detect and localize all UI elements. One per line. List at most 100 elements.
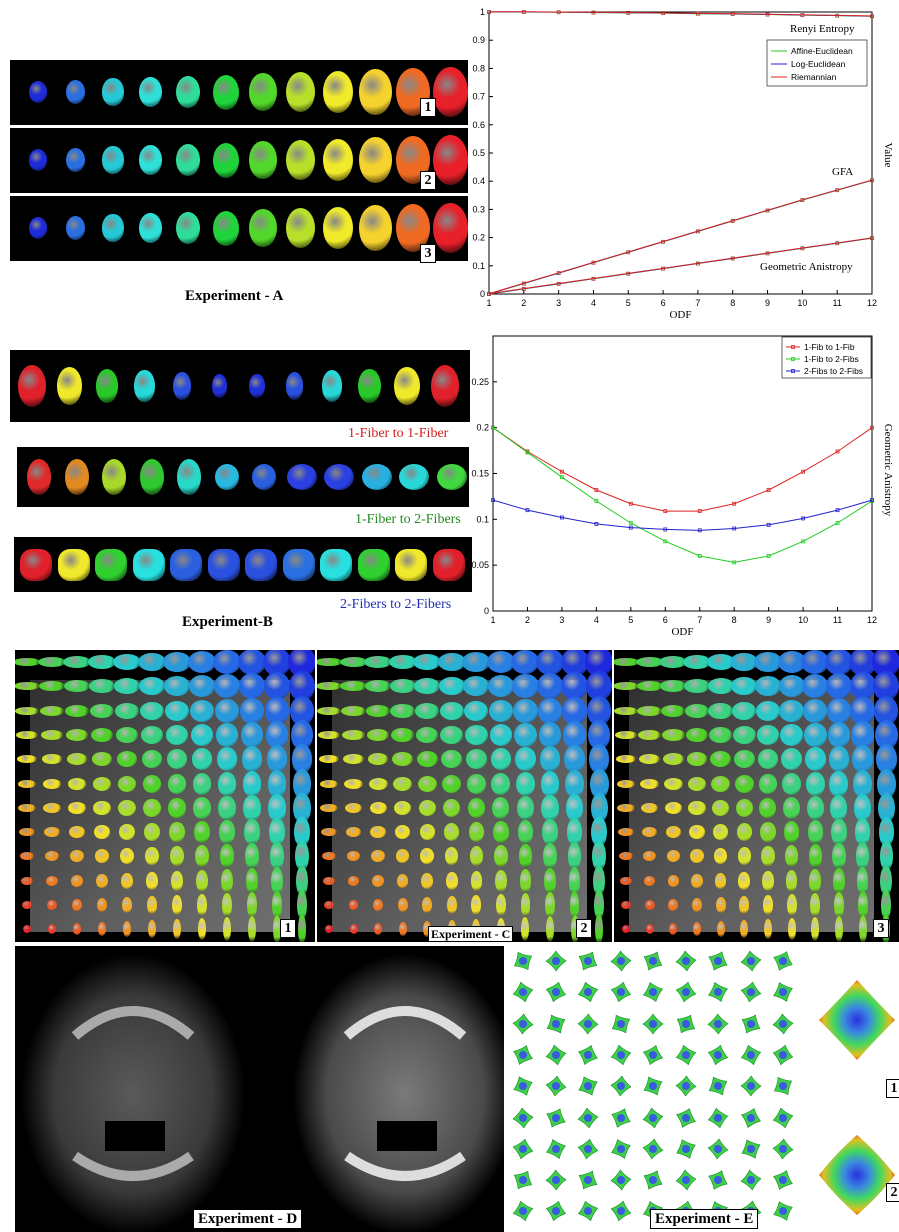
grid-odf-glyph — [390, 703, 415, 718]
grid-odf-glyph — [713, 848, 728, 865]
grid-odf-glyph — [263, 650, 291, 676]
experiment-b-label-1: 1-Fiber to 1-Fiber — [348, 426, 449, 441]
glyph-core — [616, 1019, 625, 1028]
glyph-core — [551, 1082, 560, 1091]
grid-odf-glyph — [91, 752, 113, 767]
glyph-core — [519, 1207, 527, 1216]
small-odf-glyph — [577, 950, 599, 972]
small-odf-glyph — [642, 981, 664, 1003]
glyph-core — [584, 988, 592, 997]
odf-glyph — [102, 459, 126, 495]
grid-odf-glyph — [395, 825, 411, 840]
grid-odf-glyph — [731, 677, 758, 696]
series-point — [591, 276, 596, 281]
series-point — [556, 281, 561, 286]
series-point — [801, 516, 805, 521]
glyph-core — [714, 1050, 722, 1059]
odf-glyph — [252, 464, 276, 490]
grid-odf-glyph — [712, 799, 730, 816]
grid-odf-glyph — [343, 754, 364, 765]
experiment-d-image — [15, 946, 504, 1232]
grid-odf-glyph — [368, 777, 388, 790]
x-tick-label: 6 — [661, 298, 666, 308]
grid-odf-glyph — [462, 652, 491, 672]
small-odf-glyph — [740, 1044, 762, 1066]
glyph-core — [616, 1144, 625, 1153]
series-line — [492, 427, 873, 563]
x-tick-label: 8 — [730, 298, 735, 308]
grid-odf-glyph — [43, 802, 61, 813]
series-point — [560, 475, 564, 480]
grid-odf-glyph — [594, 890, 604, 920]
grid-odf-glyph — [492, 796, 510, 819]
grid-odf-glyph — [364, 656, 393, 668]
grid-odf-glyph — [374, 923, 383, 936]
odf-glyph — [170, 548, 202, 581]
grid-odf-glyph — [803, 698, 828, 723]
grid-odf-glyph — [519, 868, 532, 893]
odf-glyph — [102, 78, 124, 106]
small-odf-glyph — [545, 1013, 567, 1035]
grid-odf-glyph — [495, 894, 506, 916]
glyph-core — [746, 957, 755, 965]
y-tick-label: 0.1 — [476, 514, 489, 524]
grid-odf-glyph — [804, 722, 827, 747]
grid-odf-glyph — [393, 776, 413, 791]
grid-odf-glyph — [295, 841, 309, 872]
grid-odf-glyph — [668, 899, 679, 911]
small-odf-glyph — [544, 1169, 567, 1191]
small-odf-glyph — [512, 1075, 534, 1097]
glyph-core — [551, 1019, 560, 1028]
grid-odf-glyph — [690, 849, 704, 864]
small-odf-glyph — [610, 981, 632, 1003]
odf-glyph — [432, 134, 468, 186]
x-tick-label: 11 — [833, 615, 842, 625]
grid-odf-glyph — [785, 869, 798, 892]
grid-odf-glyph — [188, 651, 216, 673]
small-odf-glyph — [642, 1107, 664, 1129]
grid-odf-glyph — [706, 654, 735, 670]
grid-odf-glyph — [63, 656, 91, 668]
grid-odf-glyph — [802, 674, 829, 699]
grid-odf-glyph — [267, 769, 287, 798]
grid-odf-glyph — [190, 723, 214, 746]
small-odf-glyph — [512, 1013, 534, 1035]
x-axis-label: ODF — [669, 309, 691, 320]
grid-odf-glyph — [854, 793, 872, 822]
series-point — [766, 554, 771, 558]
glyph-core — [649, 1176, 657, 1185]
grid-odf-glyph — [855, 842, 870, 871]
grid-odf-glyph — [710, 751, 731, 768]
grid-odf-glyph — [370, 826, 386, 839]
glyph-core — [681, 1113, 690, 1122]
small-odf-glyph — [642, 950, 664, 972]
grid-odf-glyph — [827, 721, 851, 748]
grid-odf-glyph — [223, 917, 231, 942]
small-odf-glyph — [707, 1044, 729, 1066]
grid-odf-glyph — [141, 750, 163, 769]
small-odf-glyph — [740, 950, 762, 972]
grid-odf-glyph — [463, 676, 490, 697]
grid-odf-glyph — [238, 650, 266, 675]
grid-odf-glyph — [879, 841, 893, 872]
grid-odf-glyph — [73, 923, 81, 936]
grid-odf-glyph — [645, 924, 654, 935]
chart-a: 1 2 3 4 5 6 7 8 9 10 11 12 0 0.1 0.2 0.3 0.4 0.5 0.6 0.7 0.8… — [460, 0, 899, 320]
x-tick-label: 10 — [797, 298, 807, 308]
grid-odf-glyph — [880, 865, 893, 896]
series-point — [491, 498, 495, 502]
grid-odf-glyph — [881, 890, 892, 920]
experiment-a-caption: Experiment - A — [185, 288, 284, 304]
series-point — [801, 539, 805, 544]
grid-odf-glyph — [617, 803, 635, 812]
small-odf-glyph — [512, 1169, 534, 1191]
odf-glyph — [322, 70, 354, 114]
grid-odf-glyph — [464, 700, 489, 721]
odf-glyph — [29, 217, 47, 239]
grid-odf-glyph — [67, 777, 87, 790]
glyph-core — [779, 988, 787, 997]
grid-odf-glyph — [221, 868, 233, 893]
grid-odf-glyph — [468, 822, 484, 843]
grid-odf-glyph — [850, 696, 875, 725]
series-point — [765, 12, 770, 17]
